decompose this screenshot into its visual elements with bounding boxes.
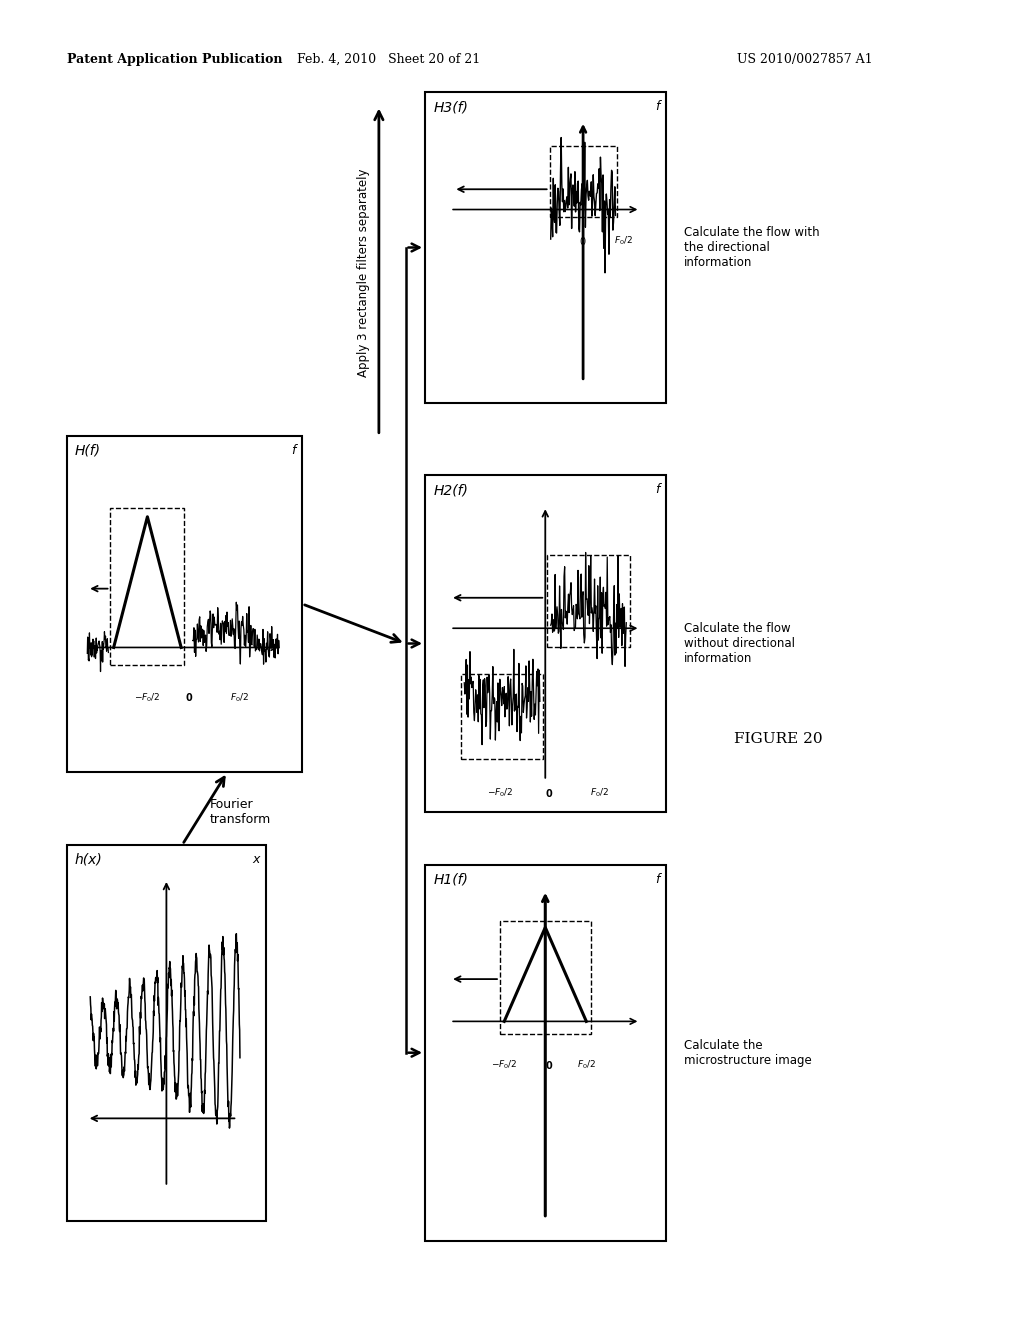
Text: $-F_0/2$: $-F_0/2$ [134, 692, 161, 704]
Text: x: x [253, 853, 260, 866]
Text: H(f): H(f) [75, 444, 100, 458]
Text: f: f [655, 873, 659, 886]
Text: Feb. 4, 2010   Sheet 20 of 21: Feb. 4, 2010 Sheet 20 of 21 [298, 53, 480, 66]
Text: Calculate the
microstructure image: Calculate the microstructure image [684, 1039, 812, 1067]
Bar [111, 508, 184, 665]
Text: $-F_0/2$: $-F_0/2$ [492, 1059, 517, 1072]
Bar [425, 92, 666, 403]
Bar [425, 865, 666, 1241]
Text: $F_0/2$: $F_0/2$ [577, 1059, 596, 1072]
Text: US 2010/0027857 A1: US 2010/0027857 A1 [737, 53, 872, 66]
Text: Fourier
transform: Fourier transform [210, 797, 271, 826]
Text: f: f [655, 483, 659, 496]
Text: h(x): h(x) [75, 853, 102, 867]
Text: $0$: $0$ [580, 235, 587, 247]
Bar [425, 475, 666, 812]
Text: $F_0/2$: $F_0/2$ [590, 787, 608, 800]
Text: $-F_0/2$: $-F_0/2$ [486, 787, 513, 800]
Bar [461, 675, 543, 759]
Text: Calculate the flow with
the directional
information: Calculate the flow with the directional … [684, 226, 819, 269]
Text: Calculate the flow
without directional
information: Calculate the flow without directional i… [684, 622, 795, 665]
Text: H2(f): H2(f) [433, 483, 468, 498]
Text: Patent Application Publication: Patent Application Publication [67, 53, 282, 66]
Text: $\mathbf{0}$: $\mathbf{0}$ [185, 692, 194, 704]
Text: H1(f): H1(f) [433, 873, 468, 887]
Text: FIGURE 20: FIGURE 20 [734, 733, 822, 746]
Text: H3(f): H3(f) [433, 100, 468, 115]
Bar [550, 147, 616, 216]
Text: f: f [292, 444, 296, 457]
Text: $F_0/2$: $F_0/2$ [613, 235, 633, 247]
Bar [548, 556, 630, 647]
Text: f: f [655, 100, 659, 114]
Text: $F_0/2$: $F_0/2$ [229, 692, 249, 704]
Bar [500, 921, 591, 1034]
Text: Apply 3 rectangle filters separately: Apply 3 rectangle filters separately [357, 169, 370, 378]
Text: $\mathbf{0}$: $\mathbf{0}$ [546, 787, 554, 799]
Bar [67, 845, 266, 1221]
Text: $\mathbf{0}$: $\mathbf{0}$ [546, 1059, 554, 1071]
Bar [67, 436, 302, 772]
